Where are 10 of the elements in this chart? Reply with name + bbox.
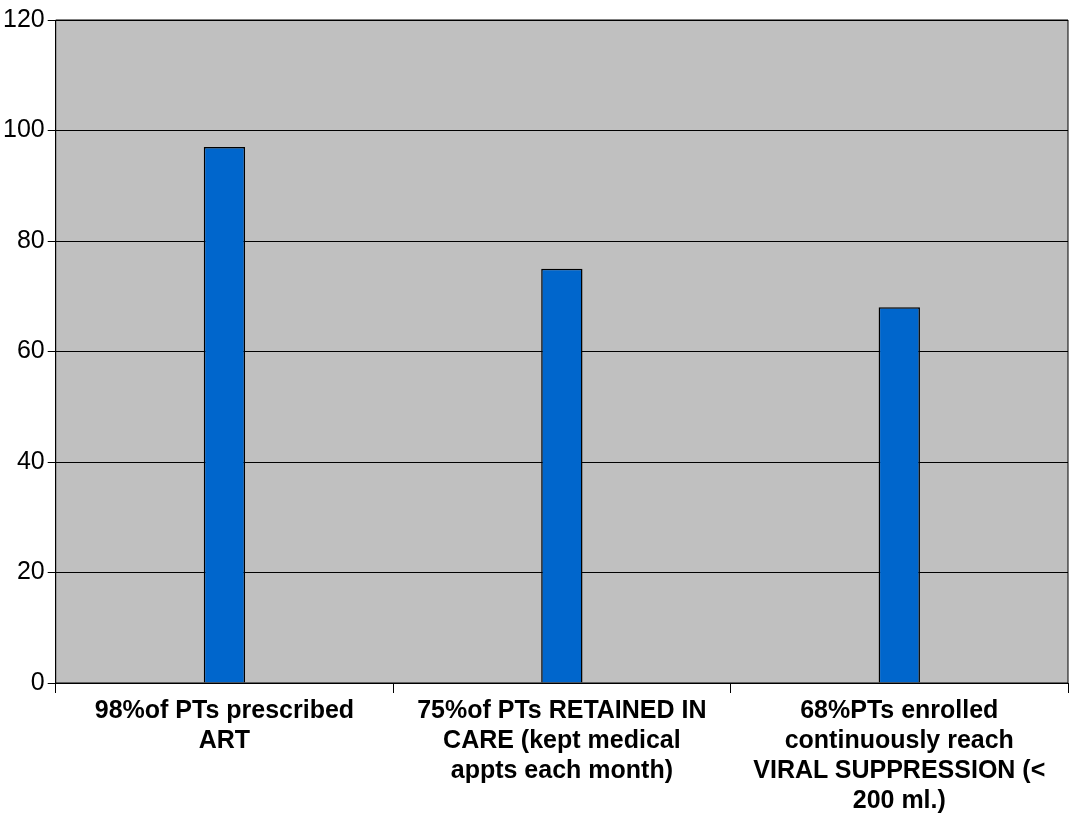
y-tick-label: 60 bbox=[16, 335, 45, 364]
y-tick-label: 80 bbox=[16, 224, 45, 253]
y-tick-label: 0 bbox=[30, 666, 45, 695]
y-tick-label: 40 bbox=[16, 445, 45, 474]
x-tick-label: 75%of PTs RETAINED IN CARE (kept medical appts each month) bbox=[417, 694, 707, 783]
y-tick-label: 20 bbox=[16, 556, 45, 585]
x-tick-label: 98%of PTs prescribed ART bbox=[94, 694, 355, 753]
y-tick-label: 120 bbox=[2, 3, 45, 32]
y-tick-label: 100 bbox=[2, 114, 45, 143]
x-tick-label: 68%PTs enrolled continuously reach VIRAL SUPPRESSION (< 200 ml.) bbox=[753, 694, 1046, 813]
